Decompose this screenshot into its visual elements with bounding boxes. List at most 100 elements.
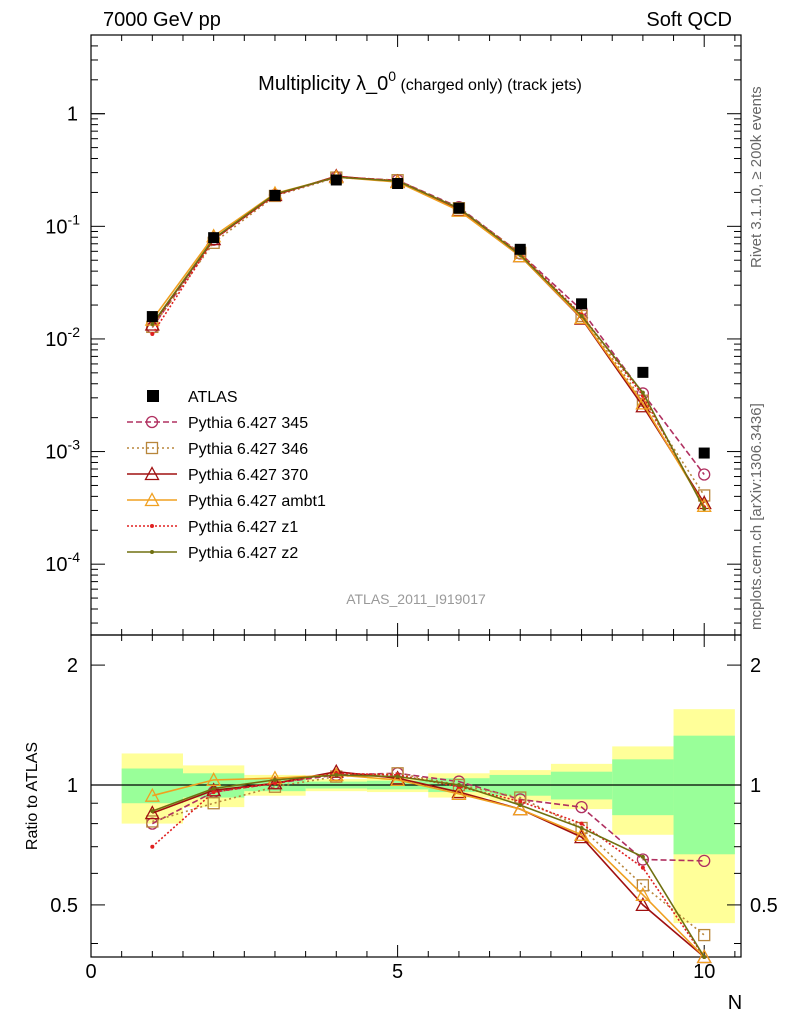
ratio-series-point (635, 897, 651, 912)
ratio-series-point (579, 821, 584, 826)
x-tick-label: 10 (693, 961, 715, 983)
ratio-series-point (451, 786, 467, 801)
ratio-series-point (456, 783, 461, 788)
legend-label: Pythia 6.427 346 (188, 441, 308, 458)
ratio-series-point (272, 777, 277, 782)
ratio-series-3 (144, 767, 712, 964)
ratio-series-point (579, 825, 584, 830)
ratio-series-point (334, 772, 339, 777)
x-tick-label: 0 (85, 961, 96, 983)
x-axis-label: N (728, 992, 742, 1014)
legend-marker (144, 492, 160, 507)
ratio-series-line (152, 774, 705, 958)
band-inner-bin (121, 768, 183, 804)
main-series-0 (146, 170, 711, 481)
ratio-y-tick-label-right: 0.5 (750, 895, 778, 917)
main-y-tick-label: 10-2 (45, 324, 80, 351)
ratio-y-tick-label-right: 1 (750, 775, 761, 797)
atlas-data-point (330, 174, 342, 186)
ratio-y-axis-label: Ratio to ATLAS (24, 742, 41, 850)
main-series-point (579, 313, 584, 318)
analysis-label: ATLAS_2011_I919017 (346, 591, 486, 607)
ratio-series-point (518, 803, 523, 808)
legend-label: Pythia 6.427 370 (188, 467, 308, 484)
band-inner-bin (612, 759, 674, 816)
ratio-plot-frame (90, 634, 742, 958)
main-series-line (151, 176, 705, 510)
ratio-series-point (640, 854, 645, 859)
ratio-series-point (573, 826, 590, 841)
ratio-series-point (512, 801, 528, 816)
legend-marker (145, 441, 159, 455)
ratio-y-tick-label: 0.5 (50, 895, 78, 917)
legend-marker (144, 466, 160, 481)
ratio-series-line (152, 772, 705, 936)
atlas-data-point (637, 366, 649, 378)
legend-label: Pythia 6.427 ambt1 (188, 493, 326, 510)
atlas-data-point (208, 232, 220, 244)
legend-marker (150, 524, 154, 528)
ratio-series-point (267, 775, 283, 790)
atlas-data-point (453, 202, 465, 214)
ratio-series-point (206, 772, 222, 787)
ratio-series-point (698, 928, 711, 942)
main-series-point (512, 248, 528, 263)
main-y-tick-label: 10-4 (45, 549, 80, 576)
ratio-series-point (207, 797, 220, 810)
energy-header: 7000 GeV pp (103, 9, 221, 31)
main-series-point (150, 321, 155, 326)
atlas-data-point (269, 189, 281, 201)
legend (127, 390, 177, 554)
ratio-series-point (390, 772, 406, 787)
main-series-point (696, 497, 712, 512)
ratio-series-line (151, 772, 705, 958)
atlas-data-point (576, 298, 588, 310)
ratio-series-point (144, 805, 160, 820)
ratio-series-point (636, 853, 650, 866)
main-series-point (150, 332, 155, 337)
main-series-point (640, 390, 645, 395)
x-tick-label: 5 (392, 961, 403, 983)
legend-label: Pythia 6.427 345 (188, 415, 308, 432)
ratio-y-tick-label: 2 (67, 655, 78, 677)
main-series-point (702, 506, 707, 511)
ratio-series-point (150, 809, 155, 814)
atlas-data-point (146, 311, 158, 323)
ratio-series-point (211, 790, 216, 795)
main-series-point (144, 316, 160, 331)
ratio-series-point (150, 844, 155, 849)
ratio-series-point (272, 781, 277, 786)
ratio-series-5 (150, 772, 707, 959)
ratio-series-point (146, 815, 159, 828)
legend-label: Pythia 6.427 z1 (188, 519, 298, 536)
main-y-tick-label: 10-3 (45, 437, 80, 464)
legend-marker (145, 415, 159, 429)
main-series-point (635, 398, 651, 413)
atlas-data-point (392, 178, 404, 190)
process-header: Soft QCD (646, 9, 732, 31)
ratio-series-point (702, 955, 707, 959)
legend-marker-atlas (147, 390, 159, 402)
band-inner-bin (673, 735, 735, 855)
atlas-data-point (698, 447, 710, 459)
main-series-3 (144, 169, 712, 512)
ratio-series-point (696, 949, 712, 964)
ratio-series-point (144, 787, 160, 802)
rivet-label: Rivet 3.1.10, ≥ 200k events (748, 86, 765, 268)
legend-marker (150, 550, 154, 554)
main-series-line (151, 176, 705, 507)
ratio-series-point (640, 865, 645, 870)
ratio-series-point (635, 886, 651, 901)
ratio-series-point (518, 799, 523, 804)
ratio-series-line (152, 770, 705, 958)
legend-label-atlas: ATLAS (188, 389, 238, 406)
legend-label: Pythia 6.427 z2 (188, 545, 298, 562)
main-y-tick-label: 1 (67, 104, 78, 126)
ratio-series-point (328, 763, 344, 778)
ratio-series-point (395, 774, 400, 779)
ratio-series-line (152, 774, 705, 958)
main-series-point (573, 310, 590, 325)
ratio-y-tick-label-right: 2 (750, 655, 761, 677)
atlas-data-series (146, 174, 710, 459)
